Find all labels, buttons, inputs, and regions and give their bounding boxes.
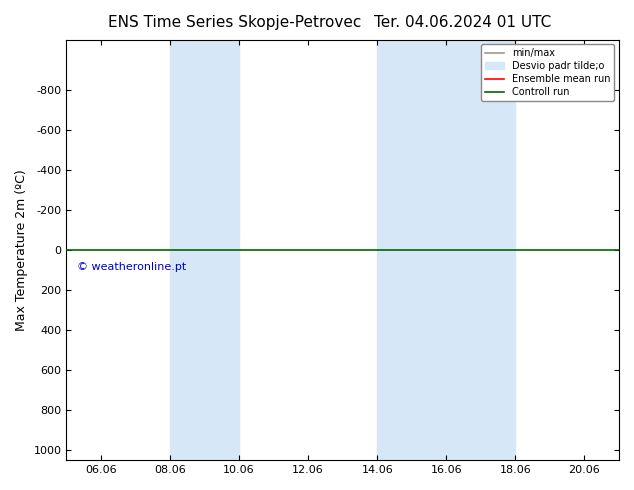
Bar	[377, 40, 515, 460]
Text: Ter. 04.06.2024 01 UTC: Ter. 04.06.2024 01 UTC	[374, 15, 552, 30]
Text: © weatheronline.pt: © weatheronline.pt	[77, 262, 186, 272]
Bar	[170, 40, 239, 460]
Text: ENS Time Series Skopje-Petrovec: ENS Time Series Skopje-Petrovec	[108, 15, 361, 30]
Legend: min/max, Desvio padr tilde;o, Ensemble mean run, Controll run: min/max, Desvio padr tilde;o, Ensemble m…	[481, 45, 614, 101]
Y-axis label: Max Temperature 2m (ºC): Max Temperature 2m (ºC)	[15, 169, 28, 331]
